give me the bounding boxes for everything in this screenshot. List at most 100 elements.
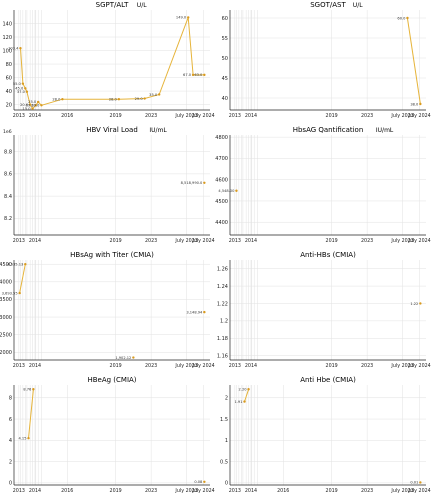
series-line	[28, 389, 34, 439]
y-tick-label: 1.26	[217, 266, 228, 272]
x-tick-label: 2013	[13, 113, 25, 119]
data-label: 4,535.13	[7, 263, 23, 267]
data-point	[18, 291, 21, 295]
data-point	[31, 107, 34, 110]
x-tick-label: 2019	[110, 363, 122, 369]
data-point	[203, 480, 206, 484]
x-tick-label: 2023	[361, 113, 373, 119]
chart-panel-8: Anti Hbe (CMIA) 2013 2014 2016 2019 2023 July …	[216, 375, 432, 500]
data-label: 149.0	[176, 16, 187, 20]
data-label: 2.20	[239, 388, 248, 392]
x-tick-label: July 2024	[191, 363, 214, 369]
data-point	[21, 82, 25, 85]
data-point	[24, 87, 27, 90]
data-label: 35.0	[149, 93, 158, 97]
data-label: 28.0	[52, 97, 61, 101]
y-tick-label: 60	[222, 16, 228, 22]
y-tick-label: 45	[222, 76, 228, 82]
x-tick-label: 2023	[145, 113, 157, 119]
chart-panel-4: HbsAG Qantification IU/mL 2013 2014 2019 2023…	[215, 125, 432, 250]
x-tick-label: 2019	[110, 113, 122, 119]
x-tick-label: 2014	[29, 363, 41, 369]
y-tick-label: 40	[222, 96, 228, 102]
chart-panel-5: HBsAg with Titer (CMIA) 2013 2014 2019 2023 J…	[0, 250, 216, 375]
chart-title: Anti-HBs (CMIA)	[300, 251, 356, 259]
x-tick-label: 2014	[245, 113, 257, 119]
y-tick-label: 4400	[215, 220, 228, 226]
data-label: 8,518,990.0	[181, 181, 203, 185]
y-tick-label: 1	[225, 438, 228, 444]
y-tick-label: 4500	[215, 199, 228, 205]
x-tick-label: 2019	[110, 238, 122, 244]
y-tick-label: 55	[222, 36, 228, 42]
x-tick-label: July 2024	[407, 488, 430, 494]
x-tick-label: July 2024	[407, 238, 430, 244]
data-label: 28.0	[109, 97, 118, 101]
x-tick-label: July 2023	[174, 363, 197, 369]
x-tick-label: 2013	[13, 363, 25, 369]
x-tick-label: July 2023	[174, 238, 197, 244]
y-tick-label: 3500	[0, 297, 12, 303]
data-label: 38.0	[410, 102, 419, 106]
chart-unit: U/L	[137, 2, 147, 9]
chart-title: Anti Hbe (CMIA)	[300, 376, 356, 384]
y-tick-label: 8.8	[4, 149, 12, 155]
x-tick-label: July 2024	[191, 113, 214, 119]
chart-title: SGPT/ALT	[96, 1, 129, 9]
y-tick-label: 8	[9, 396, 12, 402]
data-point	[28, 103, 32, 106]
x-tick-label: July 2024	[191, 238, 214, 244]
y-tick-label: 2	[225, 396, 228, 402]
y-tick-label: 20	[6, 102, 12, 108]
y-tick-label: 40	[6, 89, 12, 95]
data-label: 67.0	[183, 73, 192, 77]
y-tick-label: 4	[9, 438, 12, 444]
x-tick-label: 2019	[326, 488, 338, 494]
data-point	[40, 104, 43, 107]
data-point	[406, 16, 409, 20]
data-point	[25, 90, 29, 93]
data-point	[157, 93, 161, 96]
x-tick-label: 2014	[29, 113, 41, 119]
y-tick-label: 4700	[215, 156, 228, 162]
data-label: 4,548.00	[218, 189, 235, 193]
chart-svg-8: Anti Hbe (CMIA) 2013 2014 2016 2019 2023 July …	[220, 376, 431, 494]
x-tick-label: 2019	[326, 363, 338, 369]
data-label: 20.0	[20, 103, 29, 107]
data-label: 19.0	[31, 104, 40, 108]
y-tick-label: 2	[9, 459, 12, 465]
data-point	[143, 97, 146, 100]
data-label: 37.0	[17, 90, 26, 94]
series-line	[244, 389, 250, 402]
y-tick-label: 2500	[0, 332, 12, 338]
x-tick-label: July 2024	[407, 113, 430, 119]
x-tick-label: July 2023	[174, 113, 197, 119]
data-point	[191, 73, 195, 77]
y-tick-label: 140	[2, 21, 12, 27]
data-label: 1.91	[235, 400, 243, 404]
x-tick-label: 2013	[229, 238, 241, 244]
chart-svg-6: Anti-HBs (CMIA) 2013 2014 2019 2023 July 2023…	[217, 251, 431, 369]
y-tick-label: 0	[225, 481, 228, 487]
data-label: 45.0	[15, 87, 24, 91]
x-tick-label: 2016	[277, 488, 289, 494]
data-point	[243, 400, 246, 403]
chart-unit: U/L	[353, 2, 363, 9]
data-label: 0.01	[410, 481, 418, 485]
chart-panel-7: HBeAg (CMIA) 2013 2014 2016 2019 2023 July 202…	[0, 375, 216, 500]
x-tick-label: July 2023	[390, 238, 413, 244]
y-tick-label: 4500	[0, 262, 12, 268]
y-tick-label: 8.6	[4, 172, 12, 178]
chart-panel-2: SGOT/AST U/L 2013 2014 2019 2023 July 2023 July…	[216, 0, 432, 125]
series-line	[406, 17, 421, 105]
y-tick-label: 2000	[0, 350, 12, 356]
x-tick-label: 2023	[361, 488, 373, 494]
data-label: 63.0	[194, 73, 203, 77]
x-tick-label: 2016	[61, 488, 73, 494]
y-tick-label: 1.16	[217, 353, 228, 359]
data-label: 4.15	[19, 436, 27, 440]
x-tick-label: July 2024	[407, 363, 430, 369]
y-tick-label: 8.2	[4, 216, 12, 222]
y-tick-label: 0.5	[220, 459, 228, 465]
x-tick-label: July 2023	[390, 488, 413, 494]
